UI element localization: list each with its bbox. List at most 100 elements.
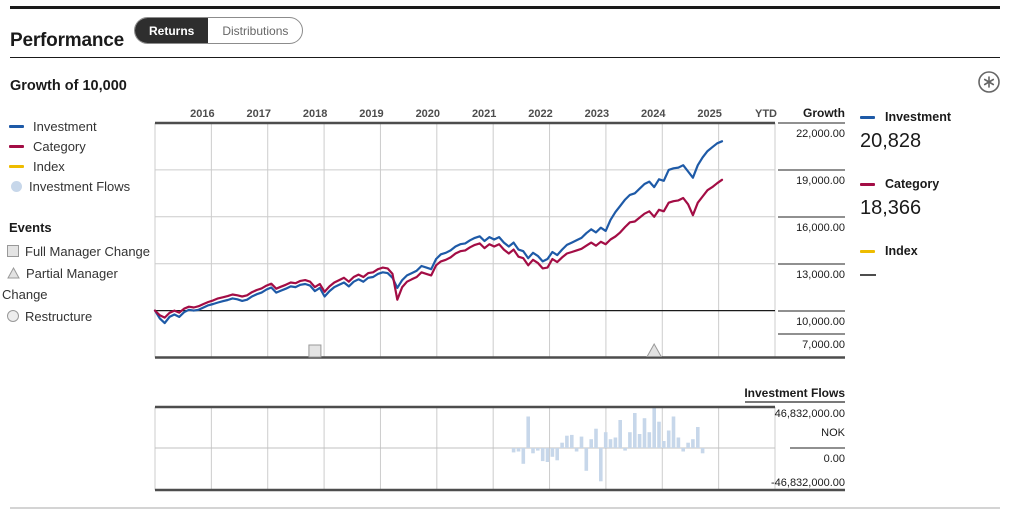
growth-axis-title: Growth — [803, 106, 845, 120]
event-item-partial-manager-change[interactable]: Partial Manager Change — [2, 264, 154, 305]
year-label: 2025 — [697, 108, 721, 120]
flows-bar[interactable] — [574, 448, 579, 452]
flows-bar[interactable] — [540, 448, 545, 462]
flows-bar[interactable] — [647, 432, 652, 448]
flows-bar[interactable] — [696, 427, 700, 448]
flows-bar[interactable] — [511, 448, 516, 453]
index-line-swatch — [860, 249, 875, 253]
flows-bar[interactable] — [531, 448, 535, 454]
flows-bar[interactable] — [671, 416, 676, 449]
tab-distributions[interactable]: Distributions — [208, 18, 302, 43]
flows-bar[interactable] — [570, 434, 574, 448]
year-label: 2022 — [528, 108, 552, 120]
event-label: Full Manager Change — [25, 244, 151, 259]
year-label: 2017 — [246, 108, 270, 120]
flows-bar[interactable] — [603, 432, 608, 448]
summary-label-row: Category — [860, 177, 1008, 191]
flows-bar[interactable] — [637, 434, 642, 448]
year-label: 2018 — [303, 108, 327, 120]
flows-bar[interactable] — [565, 435, 569, 448]
legend-label: Investment Flows — [29, 178, 131, 194]
category-line-swatch — [9, 144, 24, 148]
flows-bar[interactable] — [613, 437, 618, 449]
flows-bar[interactable] — [526, 416, 530, 449]
flows-bar[interactable] — [691, 439, 695, 448]
view-toggle: Returns Distributions — [134, 17, 304, 44]
event-label: Partial Manager Change — [2, 266, 118, 302]
investment-final-value: 20,828 — [860, 130, 922, 152]
flows-tick-label: 46,832,000.00 — [775, 408, 845, 420]
summary-label-row: Index — [860, 244, 1008, 258]
flows-bar[interactable] — [589, 439, 593, 448]
flows-bar[interactable] — [618, 420, 622, 448]
category-final-value: 18,366 — [860, 197, 922, 219]
tab-returns[interactable]: Returns — [135, 18, 209, 43]
summary-index: Index — [860, 244, 1008, 276]
flows-bar[interactable] — [550, 448, 555, 457]
page-title: Performance — [10, 29, 124, 51]
growth-tick-label: 22,000.00 — [796, 128, 845, 140]
investment-line-swatch — [9, 124, 24, 128]
flows-bar[interactable] — [642, 418, 647, 448]
flows-bar[interactable] — [594, 428, 598, 448]
event-item-full-manager-change[interactable]: Full Manager Change — [2, 242, 154, 262]
year-label: 2019 — [359, 108, 383, 120]
flows-bar[interactable] — [516, 448, 521, 452]
event-label: Restructure — [25, 309, 93, 324]
event-marker-triangle[interactable] — [646, 342, 663, 357]
summary-label: Category — [885, 177, 940, 191]
growth-tick-label: 16,000.00 — [796, 222, 845, 234]
legend-item-category[interactable]: Category — [2, 136, 154, 156]
flows-bar[interactable] — [676, 437, 681, 449]
investment-line[interactable] — [153, 140, 724, 325]
flows-bar[interactable] — [579, 436, 584, 448]
flows-bar[interactable] — [628, 432, 632, 448]
flows-bar[interactable] — [584, 448, 589, 471]
flows-tick-label: -46,832,000.00 — [771, 477, 845, 489]
section-divider — [10, 57, 1000, 58]
flows-tick-label: 0.00 — [824, 453, 845, 465]
flows-bar[interactable] — [545, 448, 550, 462]
flows-bar[interactable] — [608, 439, 613, 448]
event-item-restructure[interactable]: Restructure — [2, 307, 154, 327]
year-label: 2021 — [472, 108, 496, 120]
legend-label: Investment — [33, 118, 97, 134]
growth-tick-label: 10,000.00 — [796, 316, 845, 328]
year-label: YTD — [755, 108, 777, 120]
growth-tick-label: 13,000.00 — [796, 269, 845, 281]
index-no-value-dash — [860, 274, 876, 276]
chart-legend: Investment Category Index Investment Flo… — [2, 116, 154, 329]
category-line-swatch — [860, 182, 875, 186]
flows-bar[interactable] — [657, 421, 661, 448]
legend-label: Category — [33, 138, 86, 154]
flows-bar[interactable] — [560, 442, 564, 448]
category-line[interactable] — [153, 178, 724, 319]
flows-bar[interactable] — [536, 448, 540, 451]
flows-bar[interactable] — [555, 448, 559, 461]
legend-item-investment-flows[interactable]: Investment Flows — [2, 176, 154, 196]
flows-bar[interactable] — [633, 413, 637, 448]
event-marker-square[interactable] — [308, 344, 322, 358]
flows-bar[interactable] — [623, 448, 627, 451]
flows-bar[interactable] — [521, 448, 526, 464]
events-title: Events — [9, 220, 52, 235]
circled-asterisk-icon[interactable] — [977, 70, 1001, 94]
flows-bar[interactable] — [686, 442, 690, 448]
legend-label: Index — [33, 158, 65, 174]
flows-bar[interactable] — [666, 430, 671, 449]
year-label: 2020 — [416, 108, 440, 120]
summary-label: Index — [885, 244, 918, 258]
flows-bar[interactable] — [599, 448, 603, 482]
flows-bar[interactable] — [700, 448, 705, 454]
flows-bar[interactable] — [662, 441, 666, 448]
legend-item-index[interactable]: Index — [2, 156, 154, 176]
legend-item-investment[interactable]: Investment — [2, 116, 154, 136]
flows-tick-label: NOK — [821, 427, 846, 439]
year-label: 2016 — [190, 108, 214, 120]
growth-tick-label: 7,000.00 — [802, 339, 845, 351]
flows-bar[interactable] — [652, 407, 656, 448]
restructure-circle-icon — [7, 310, 19, 322]
flows-bar[interactable] — [681, 448, 685, 452]
